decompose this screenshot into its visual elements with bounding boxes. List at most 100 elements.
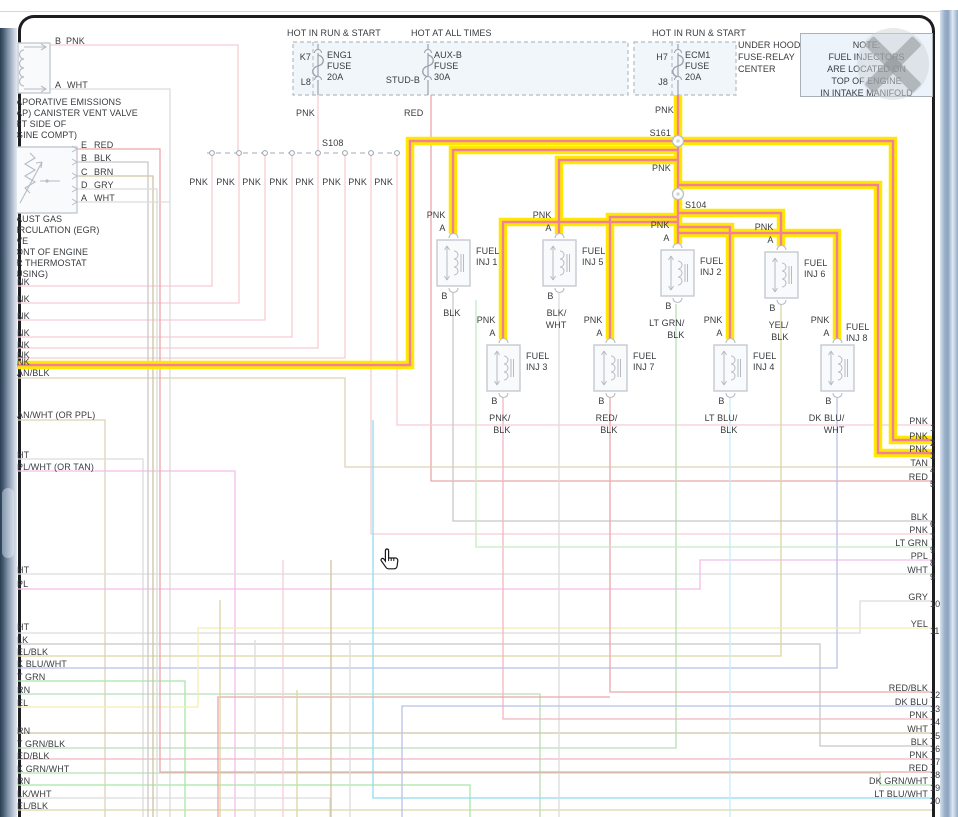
wire[interactable] bbox=[16, 693, 541, 817]
core-bars-icon bbox=[566, 254, 570, 272]
fuel-injector[interactable] bbox=[713, 337, 748, 399]
wire[interactable] bbox=[16, 153, 213, 287]
pin-color-label: WHT bbox=[907, 724, 928, 734]
note-box: NOTE: FUEL INJECTORS ARE LOCATED ON TOP … bbox=[800, 28, 933, 100]
wire[interactable] bbox=[370, 153, 932, 535]
fuel-injector[interactable] bbox=[764, 244, 799, 306]
injector-box[interactable] bbox=[713, 344, 748, 392]
wire[interactable] bbox=[50, 44, 239, 153]
wire[interactable] bbox=[396, 153, 932, 426]
wire[interactable] bbox=[16, 153, 319, 349]
injector-feed-color: PNK bbox=[650, 220, 670, 230]
injector-name: FUEL bbox=[700, 256, 724, 266]
fuel-injector[interactable] bbox=[486, 337, 521, 399]
wire[interactable] bbox=[77, 161, 149, 817]
terminal-icon bbox=[725, 392, 736, 399]
injector-box[interactable] bbox=[660, 249, 695, 297]
wire[interactable] bbox=[16, 397, 838, 669]
fuse-auxb-amps: 30A bbox=[434, 72, 451, 82]
highlighted-wire[interactable] bbox=[16, 136, 678, 370]
injector-box[interactable] bbox=[593, 344, 628, 392]
wire[interactable] bbox=[217, 696, 610, 817]
splice-dot bbox=[315, 150, 321, 156]
egr-caption-1: AUST GAS bbox=[16, 214, 63, 224]
wire[interactable] bbox=[16, 797, 331, 817]
right-scrollbar[interactable] bbox=[940, 10, 958, 817]
injector-feed-color: PNK bbox=[426, 210, 446, 220]
terminal-j8: J8 bbox=[658, 77, 668, 87]
evap-caption-2: AP) CANISTER VENT VALVE bbox=[16, 108, 138, 118]
wire[interactable] bbox=[16, 153, 266, 321]
injector-return-color: YEL/ bbox=[768, 320, 789, 330]
evap-caption-4: GINE COMPT) bbox=[16, 130, 78, 140]
highlighted-wire-core bbox=[557, 158, 678, 234]
injector-pin-b: B bbox=[825, 396, 832, 406]
s108-branch-7: PNK bbox=[348, 177, 367, 187]
injector-box[interactable] bbox=[542, 239, 577, 287]
left-wire-label: RN bbox=[17, 685, 31, 695]
pin-color-label: PNK bbox=[909, 416, 928, 426]
wire[interactable] bbox=[16, 627, 932, 708]
pin-color-label: PNK bbox=[909, 525, 928, 535]
terminal-icon bbox=[71, 145, 78, 153]
wire[interactable] bbox=[16, 304, 677, 749]
splice-dot bbox=[262, 150, 268, 156]
wire[interactable] bbox=[16, 470, 236, 817]
header-hot-at-all-times: HOT AT ALL TIMES bbox=[411, 28, 492, 38]
wire[interactable] bbox=[430, 95, 932, 482]
core-bars-icon bbox=[510, 359, 514, 377]
injector-box[interactable] bbox=[486, 344, 521, 392]
wire[interactable] bbox=[502, 397, 932, 720]
wire[interactable] bbox=[16, 643, 932, 747]
wire[interactable] bbox=[16, 772, 932, 786]
wire[interactable] bbox=[16, 153, 346, 359]
wire[interactable] bbox=[16, 419, 106, 817]
wire[interactable] bbox=[77, 175, 154, 817]
fuel-injector[interactable] bbox=[593, 337, 628, 399]
terminal-icon bbox=[672, 297, 683, 304]
fuel-injector[interactable] bbox=[660, 242, 695, 304]
egr-caption-5: R THERMOSTAT bbox=[16, 258, 87, 268]
highlighted-wire-core bbox=[678, 139, 932, 442]
wire[interactable] bbox=[609, 397, 932, 693]
egr-pin-d: D bbox=[81, 180, 88, 190]
injector-box[interactable] bbox=[820, 344, 855, 392]
pin-color-label: RED bbox=[908, 763, 928, 773]
wire[interactable] bbox=[77, 188, 158, 817]
wire[interactable] bbox=[16, 304, 782, 657]
pin-color-label: LT BLU/WHT bbox=[874, 789, 928, 799]
wire[interactable] bbox=[16, 153, 293, 338]
highlighted-wire-core bbox=[678, 183, 932, 455]
terminal-icon bbox=[605, 337, 616, 344]
left-wire-label: HT bbox=[17, 450, 30, 460]
wire[interactable] bbox=[16, 153, 240, 304]
egr-caption-3: VE bbox=[16, 236, 29, 246]
wire[interactable] bbox=[16, 784, 471, 817]
wire[interactable] bbox=[475, 300, 932, 548]
fuel-injector[interactable] bbox=[820, 337, 855, 399]
left-wire-label: NK bbox=[17, 340, 30, 350]
pin-color-label: RED bbox=[908, 472, 928, 482]
injector-box[interactable] bbox=[436, 239, 471, 287]
wire[interactable] bbox=[401, 705, 932, 817]
pin-number: 17 bbox=[930, 757, 941, 767]
left-scrollbar-thumb[interactable] bbox=[2, 488, 14, 558]
fuel-injector[interactable] bbox=[542, 232, 577, 294]
wire[interactable] bbox=[16, 377, 932, 468]
wire[interactable] bbox=[16, 458, 144, 817]
wire[interactable] bbox=[372, 420, 932, 799]
pin-color-label: GRY bbox=[908, 592, 928, 602]
injector-box[interactable] bbox=[764, 251, 799, 299]
left-scrollbar[interactable] bbox=[0, 28, 17, 817]
wire[interactable] bbox=[452, 292, 932, 522]
pin-color-label: DK GRN/WHT bbox=[869, 776, 928, 786]
left-wire-label: NK bbox=[17, 357, 30, 367]
wire[interactable] bbox=[77, 148, 932, 773]
wire[interactable] bbox=[16, 600, 932, 634]
injector-pin-a: A bbox=[596, 328, 603, 338]
injector-return-color: PNK/ bbox=[489, 413, 511, 423]
fuel-injector[interactable] bbox=[436, 232, 471, 294]
wire[interactable] bbox=[16, 559, 932, 590]
note-line: IN INTAKE MANIFOLD bbox=[820, 88, 913, 98]
